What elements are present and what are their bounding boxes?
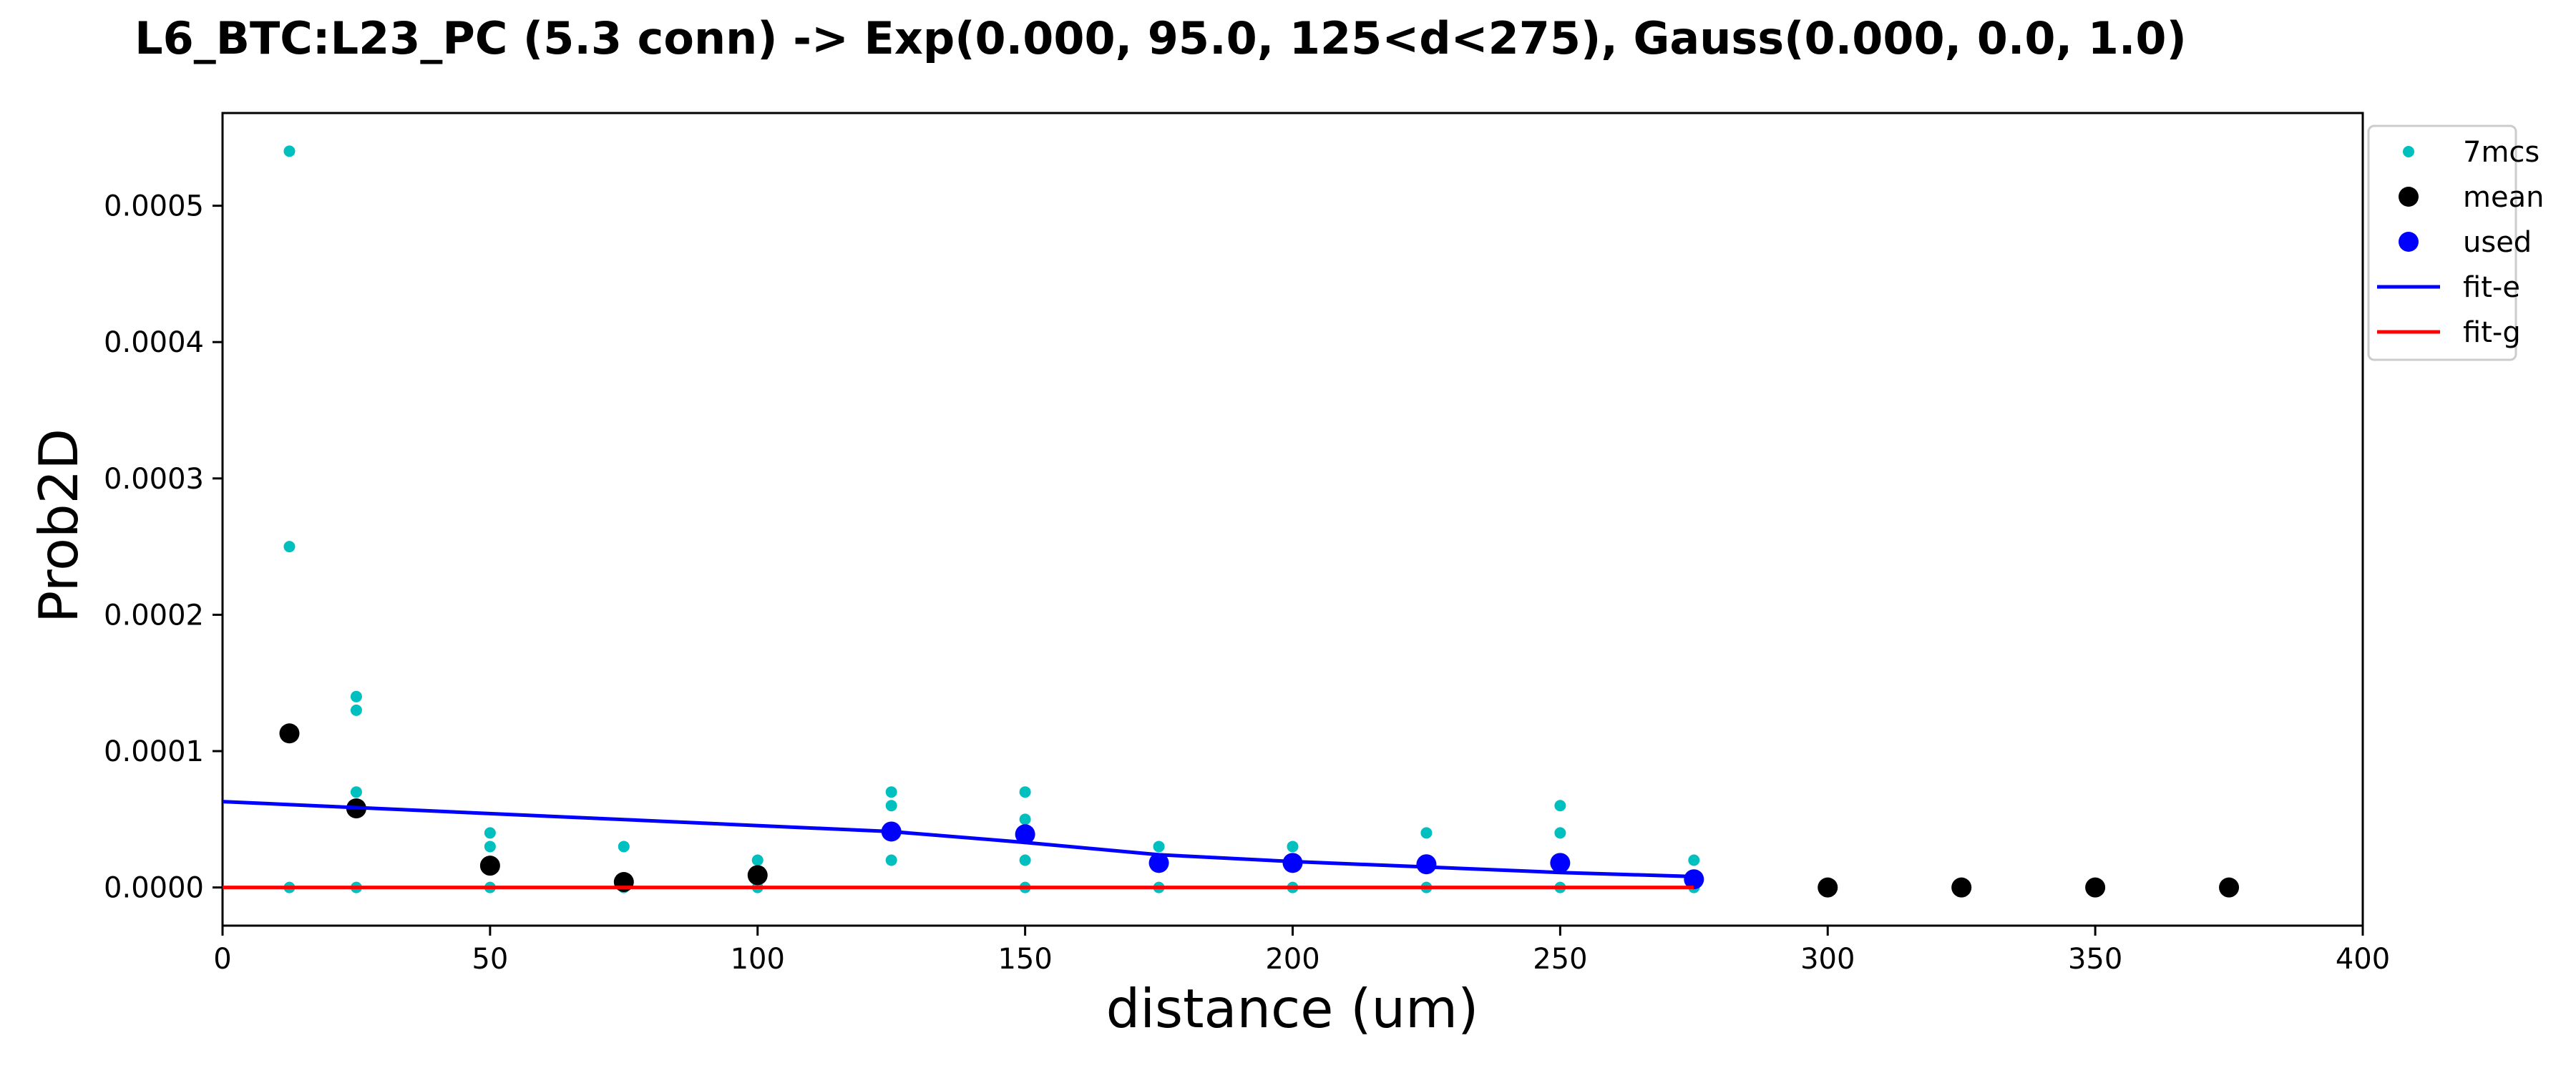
7mcs-point [885, 786, 897, 798]
7mcs-point [1019, 854, 1031, 866]
x-tick-label: 50 [472, 943, 508, 976]
7mcs-point [1554, 827, 1566, 839]
mean-point [1818, 877, 1838, 898]
fit-e-line [222, 800, 1694, 878]
legend-label-used: used [2463, 226, 2532, 259]
x-tick-label: 400 [2336, 943, 2390, 976]
plot-frame [221, 112, 2364, 927]
legend-items: 7mcs mean used fit-e fit-g [2377, 136, 2544, 349]
7mcs-point [1420, 827, 1433, 839]
y-tick-label: 0.0005 [104, 190, 204, 223]
7mcs-point [751, 854, 763, 866]
7mcs-point [283, 145, 296, 157]
legend-label-mean: mean [2463, 181, 2544, 214]
7mcs-point [484, 841, 496, 853]
mean-point [747, 865, 768, 886]
y-tick-label: 0.0004 [104, 326, 204, 359]
x-tick-label: 200 [1265, 943, 1319, 976]
used-point [1015, 824, 1035, 845]
legend: 7mcs mean used fit-e fit-g [2367, 124, 2544, 361]
7mcs-point [1019, 786, 1031, 798]
7mcs-point [1287, 841, 1299, 853]
mean-point [1951, 877, 1972, 898]
x-axis-label: distance (um) [1106, 977, 1479, 1040]
7mcs-point [484, 827, 496, 839]
x-axis-ticks: 0 50 100 150 200 250 300 350 400 [213, 926, 2390, 976]
7mcs-point [283, 541, 296, 553]
used-point [1148, 853, 1169, 873]
legend-label-7mcs: 7mcs [2463, 136, 2540, 169]
plot-area [221, 112, 2364, 927]
mean-point [2219, 877, 2240, 898]
y-tick-label: 0.0002 [104, 599, 204, 632]
y-tick-label: 0.0001 [104, 735, 204, 768]
x-tick-label: 150 [997, 943, 1052, 976]
mean-point [2085, 877, 2106, 898]
y-axis-label: Prob2D [27, 428, 90, 623]
y-tick-label: 0.0000 [104, 872, 204, 905]
x-tick-label: 0 [213, 943, 231, 976]
7mcs-point [885, 854, 897, 866]
legend-frame [2367, 124, 2517, 361]
7mcs-point [618, 841, 630, 853]
7mcs-point [1019, 813, 1031, 825]
used-point [1416, 854, 1437, 875]
y-tick-label: 0.0003 [104, 463, 204, 496]
used-point [1550, 853, 1571, 873]
7mcs-point [350, 704, 362, 716]
legend-swatch-used [2399, 232, 2419, 252]
x-tick-label: 300 [1800, 943, 1855, 976]
x-tick-label: 350 [2068, 943, 2122, 976]
7mcs-point [1688, 854, 1700, 866]
y-axis-ticks: 0.0000 0.0001 0.0002 0.0003 0.0004 0.0005 [104, 190, 223, 905]
chart-title: L6_BTC:L23_PC (5.3 conn) -> Exp(0.000, 9… [135, 12, 2187, 64]
mean-point [279, 723, 300, 744]
7mcs-point [350, 690, 362, 702]
legend-swatch-7mcs [2403, 146, 2414, 157]
mean-point [479, 856, 500, 876]
legend-label-fit-g: fit-g [2463, 316, 2521, 349]
legend-label-fit-e: fit-e [2463, 271, 2520, 304]
7mcs-point [350, 786, 362, 798]
series-layer [222, 145, 2240, 898]
7mcs-point [1153, 841, 1165, 853]
x-tick-label: 100 [731, 943, 785, 976]
legend-swatch-mean [2399, 187, 2419, 207]
x-tick-label: 250 [1533, 943, 1587, 976]
used-point [1684, 869, 1704, 890]
7mcs-point [885, 800, 897, 812]
7mcs-point [1554, 800, 1566, 812]
